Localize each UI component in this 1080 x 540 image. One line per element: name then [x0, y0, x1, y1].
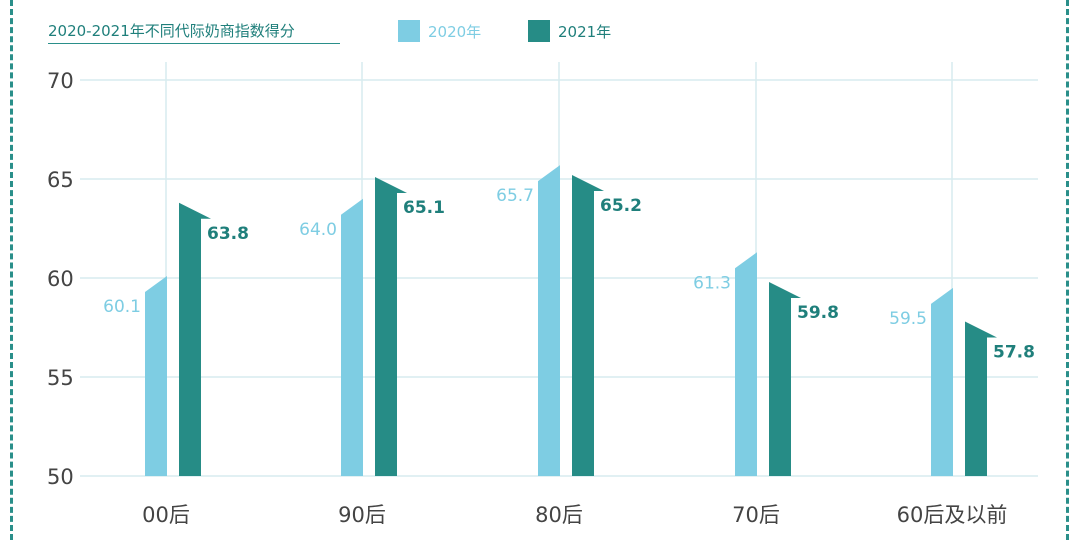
data-label: 57.8: [993, 343, 1035, 363]
data-label: 60.1: [103, 297, 141, 317]
bar-2020-1: [341, 198, 363, 477]
data-label: 64.0: [299, 220, 337, 240]
y-tick-label: 55: [47, 366, 74, 390]
x-tick-label: 90后: [338, 503, 386, 527]
data-label: 59.5: [889, 309, 927, 329]
legend-item-2021: 2021年: [528, 20, 611, 42]
chart-title: 2020-2021年不同代际奶商指数得分: [48, 22, 295, 40]
legend-label-2020: 2020年: [428, 22, 482, 41]
data-label: 61.3: [693, 273, 731, 293]
data-label: 65.7: [496, 186, 534, 206]
bar-2020-0: [145, 276, 167, 476]
x-tick-label: 70后: [732, 503, 780, 527]
data-label: 63.8: [207, 224, 249, 244]
y-tick-label: 50: [47, 465, 74, 489]
y-tick-label: 65: [47, 168, 74, 192]
frame-right-dashed-line: [1066, 0, 1069, 540]
bar-2021-2: [572, 175, 604, 477]
legend-swatch-2021: [528, 20, 550, 42]
y-tick-label: 70: [47, 69, 74, 93]
x-tick-label: 00后: [142, 503, 190, 527]
bar-2021-4: [965, 321, 997, 476]
bar-2021-3: [769, 281, 801, 476]
bar-2020-4: [931, 287, 953, 476]
legend-swatch-2020: [398, 20, 420, 42]
x-tick-label: 60后及以前: [897, 503, 1008, 527]
bar-2021-1: [375, 177, 407, 476]
data-label: 59.8: [797, 303, 839, 323]
bar-2020-3: [735, 252, 757, 476]
legend-label-2021: 2021年: [558, 22, 612, 41]
frame-left-dashed-line: [10, 0, 13, 540]
bar-2020-2: [538, 165, 560, 476]
x-tick-label: 80后: [535, 503, 583, 527]
title-underline: [48, 43, 340, 44]
data-label: 65.2: [600, 196, 642, 216]
bar-2021-0: [179, 202, 211, 476]
y-tick-label: 60: [47, 267, 74, 291]
legend-item-2020: 2020年: [398, 20, 481, 42]
data-label: 65.1: [403, 198, 445, 218]
